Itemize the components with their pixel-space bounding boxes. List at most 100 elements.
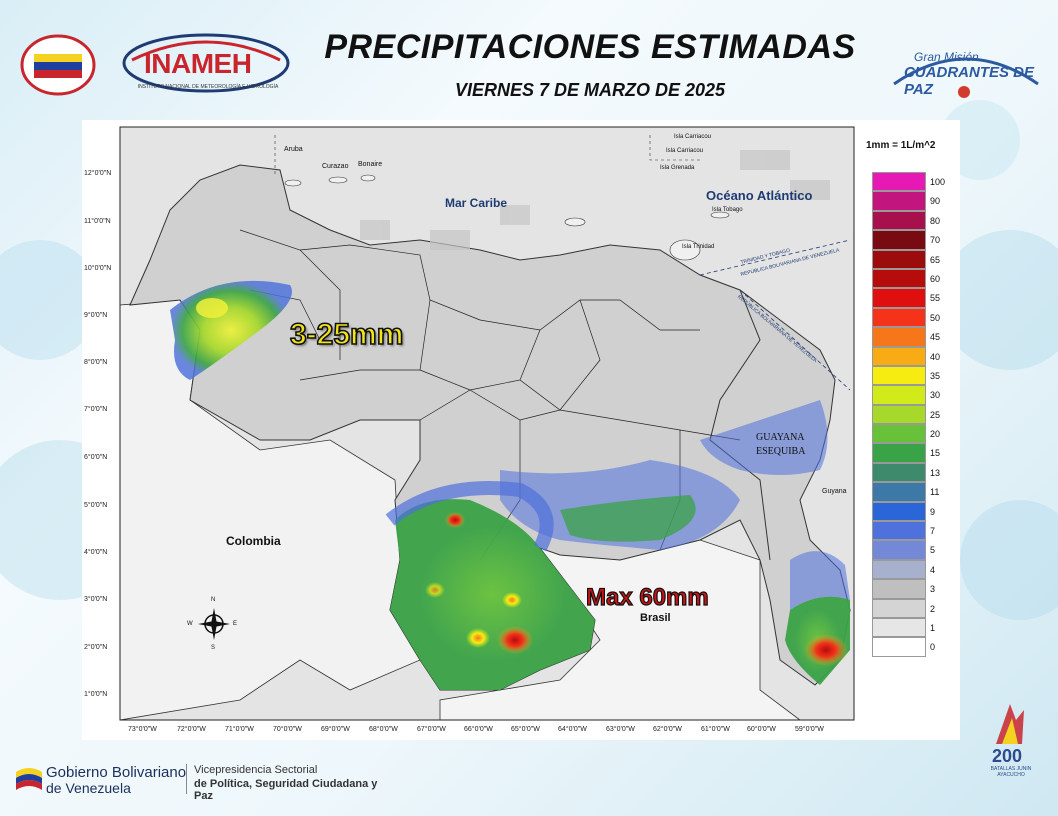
legend-value: 5 xyxy=(930,545,936,556)
legend-swatch xyxy=(872,346,926,366)
legend-swatch xyxy=(872,230,926,250)
legend-row: 50 xyxy=(872,307,940,328)
legend-swatch xyxy=(872,424,926,444)
page-date: VIERNES 7 DE MARZO DE 2025 xyxy=(454,80,726,100)
legend-row: 2 xyxy=(872,598,935,618)
precipitation-legend: 100 90 80 70 65 60 55 50 45 40 35 30 25 20 15 13 11 9 7 5 4 3… xyxy=(872,172,945,657)
lat-label: 1°0'0"N xyxy=(84,691,108,698)
legend-swatch xyxy=(872,482,926,502)
legend-value: 65 xyxy=(930,254,941,265)
legend-swatch xyxy=(872,385,926,405)
legend-value: 45 xyxy=(930,332,941,343)
legend-value: 50 xyxy=(930,312,941,323)
legend-value: 55 xyxy=(930,293,941,304)
label-mar-caribe: Mar Caribe xyxy=(445,196,508,210)
legend-swatch xyxy=(872,327,926,347)
legend-swatch xyxy=(872,617,926,638)
lon-label: 65°0'0"W xyxy=(511,726,540,733)
legend-row: 60 xyxy=(872,268,940,289)
legend-row: 4 xyxy=(872,559,935,580)
compass-s: S xyxy=(211,645,216,651)
legend-row: 9 xyxy=(872,501,935,522)
label-carriacou: Isla Carriacou xyxy=(674,134,712,140)
lon-label: 67°0'0"W xyxy=(417,726,446,733)
legend-swatch xyxy=(872,404,926,425)
lon-label: 66°0'0"W xyxy=(464,726,493,733)
legend-swatch xyxy=(872,307,926,328)
legend-row: 3 xyxy=(872,579,935,599)
lat-label: 12°0'0"N xyxy=(84,170,112,177)
legend-swatch xyxy=(872,637,926,657)
legend-row: 30 xyxy=(872,385,940,405)
lon-label: 68°0'0"W xyxy=(369,726,398,733)
label-guayana: GUAYANA xyxy=(756,432,805,443)
lon-label: 63°0'0"W xyxy=(606,726,635,733)
lon-label: 60°0'0"W xyxy=(747,726,776,733)
venezuela-territory xyxy=(129,164,851,691)
label-esequiba: ESEQUIBA xyxy=(756,446,806,457)
legend-row: 40 xyxy=(872,346,940,366)
legend-swatch xyxy=(872,521,926,541)
bicentenary-sub: BATALLAS JUNIN AYACUCHO xyxy=(990,766,1032,778)
cuadrantes-line2: CUADRANTES DE PAZ xyxy=(904,64,1035,98)
lon-label: 72°0'0"W xyxy=(177,726,206,733)
lat-label: 4°0'0"N xyxy=(84,549,108,556)
compass-w: W xyxy=(187,621,193,627)
lat-label: 9°0'0"N xyxy=(84,312,108,319)
legend-value: 70 xyxy=(930,235,941,246)
label-oceano-atlantico: Océano Atlántico xyxy=(706,188,813,203)
legend-swatch xyxy=(872,579,926,599)
legend-row: 25 xyxy=(872,404,940,425)
annotation-max: Max 60mm xyxy=(585,583,709,611)
legend-swatch xyxy=(872,540,926,560)
label-bonaire: Bonaire xyxy=(358,161,383,168)
lon-label: 61°0'0"W xyxy=(701,726,730,733)
legend-value: 40 xyxy=(930,351,941,362)
legend-row: 45 xyxy=(872,327,940,347)
legend-value: 1 xyxy=(930,622,936,633)
legend-row: 65 xyxy=(872,249,940,269)
cuadrantes-de-paz-logo: Gran Misión CUADRANTES DE PAZ xyxy=(886,44,1046,104)
inameh-subtitle: INSTITUTO NACIONAL DE METEOROLOGÍA E HID… xyxy=(137,84,279,90)
legend-value: 13 xyxy=(930,467,941,478)
bicentenary-number: 200 xyxy=(992,746,1023,766)
gov-line2: de Venezuela xyxy=(46,780,131,796)
lat-label: 2°0'0"N xyxy=(84,644,108,651)
lat-label: 5°0'0"N xyxy=(84,502,108,509)
gobierno-bolivariano-logo: Gobierno Bolivariano de Venezuela Vicepr… xyxy=(14,760,394,802)
legend-row: 35 xyxy=(872,365,940,386)
lon-label: 71°0'0"W xyxy=(225,726,254,733)
legend-title: 1mm = 1L/m^2 xyxy=(866,140,936,151)
label-guyana: Guyana xyxy=(822,488,847,495)
legend-value: 35 xyxy=(930,370,941,381)
inameh-logo: INAMEH INSTITUTO NACIONAL DE METEOROLOGÍ… xyxy=(122,30,290,96)
cuadrantes-line1: Gran Misión xyxy=(914,50,979,64)
legend-row: 5 xyxy=(872,540,935,560)
legend-row: 100 xyxy=(872,172,945,192)
lon-label: 70°0'0"W xyxy=(273,726,302,733)
legend-value: 2 xyxy=(930,603,936,614)
legend-swatch xyxy=(872,191,926,211)
lat-label: 8°0'0"N xyxy=(84,359,108,366)
label-aruba: Aruba xyxy=(284,146,303,153)
legend-swatch xyxy=(872,249,926,269)
vp-line1: Vicepresidencia Sectorial xyxy=(194,764,318,776)
label-brasil: Brasil xyxy=(640,612,671,624)
lon-label: 59°0'0"W xyxy=(795,726,824,733)
label-carriacou-small: Isla Carriacou xyxy=(666,148,704,154)
legend-value: 15 xyxy=(930,448,941,459)
label-curazao: Curazao xyxy=(322,163,349,170)
legend-row: 20 xyxy=(872,424,940,444)
lat-label: 7°0'0"N xyxy=(84,406,108,413)
page-title: PRECIPITACIONES ESTIMADAS xyxy=(324,28,856,66)
legend-row: 80 xyxy=(872,210,940,231)
legend-value: 80 xyxy=(930,215,941,226)
legend-swatch xyxy=(872,443,926,463)
legend-row: 15 xyxy=(872,443,940,463)
legend-row: 70 xyxy=(872,230,940,250)
lon-label: 73°0'0"W xyxy=(128,726,157,733)
legend-value: 60 xyxy=(930,273,941,284)
compass-e: E xyxy=(233,621,238,627)
legend-swatch xyxy=(872,559,926,580)
